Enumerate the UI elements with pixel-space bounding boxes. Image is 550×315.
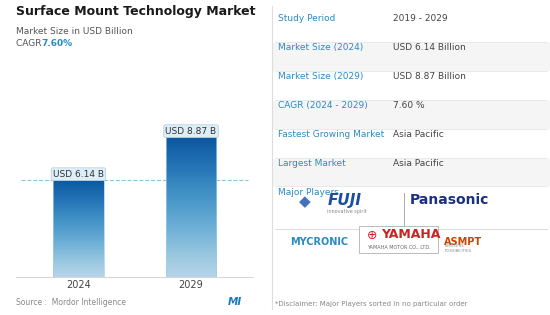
Text: ⊕: ⊕ <box>367 229 377 242</box>
Text: ASMPT: ASMPT <box>444 237 482 247</box>
Bar <box>53 180 104 277</box>
Text: YAMAHA: YAMAHA <box>381 228 440 241</box>
Text: Major Players: Major Players <box>278 188 339 197</box>
Text: 7.60%: 7.60% <box>41 39 73 49</box>
Text: YAMAHA MOTOR CO., LTD.: YAMAHA MOTOR CO., LTD. <box>367 244 431 249</box>
Text: Asia Pacific: Asia Pacific <box>393 130 444 139</box>
Text: LIMITLESS
POSSIBILITIES: LIMITLESS POSSIBILITIES <box>444 244 471 253</box>
Text: Market Size (2024): Market Size (2024) <box>278 43 363 52</box>
Text: Source :  Mordor Intelligence: Source : Mordor Intelligence <box>16 298 126 307</box>
Text: Fastest Growing Market: Fastest Growing Market <box>278 130 384 139</box>
Text: USD 6.14 Billion: USD 6.14 Billion <box>393 43 466 52</box>
Text: 2019 - 2029: 2019 - 2029 <box>393 14 448 23</box>
Text: CAGR (2024 - 2029): CAGR (2024 - 2029) <box>278 101 367 110</box>
Text: Market Size in USD Billion: Market Size in USD Billion <box>16 27 133 36</box>
Text: Largest Market: Largest Market <box>278 159 345 168</box>
Text: FUJI: FUJI <box>327 193 361 208</box>
Text: innovative spirit: innovative spirit <box>327 209 367 214</box>
Text: Surface Mount Technology Market: Surface Mount Technology Market <box>16 5 256 18</box>
Text: Study Period: Study Period <box>278 14 335 23</box>
Text: Market Size (2029): Market Size (2029) <box>278 72 363 81</box>
Text: USD 8.87 Billion: USD 8.87 Billion <box>393 72 466 81</box>
Text: Asia Pacific: Asia Pacific <box>393 159 444 168</box>
Text: Panasonic: Panasonic <box>410 193 489 207</box>
Text: USD 8.87 B: USD 8.87 B <box>166 127 217 136</box>
Text: USD 6.14 B: USD 6.14 B <box>53 169 104 179</box>
Text: MYCRONIC: MYCRONIC <box>290 237 348 247</box>
Text: CAGR: CAGR <box>16 39 45 49</box>
Bar <box>166 137 216 277</box>
Text: 7.60 %: 7.60 % <box>393 101 425 110</box>
Text: *Disclaimer: Major Players sorted in no particular order: *Disclaimer: Major Players sorted in no … <box>275 301 468 307</box>
Text: ◆: ◆ <box>299 194 311 209</box>
Text: MI: MI <box>228 297 243 307</box>
